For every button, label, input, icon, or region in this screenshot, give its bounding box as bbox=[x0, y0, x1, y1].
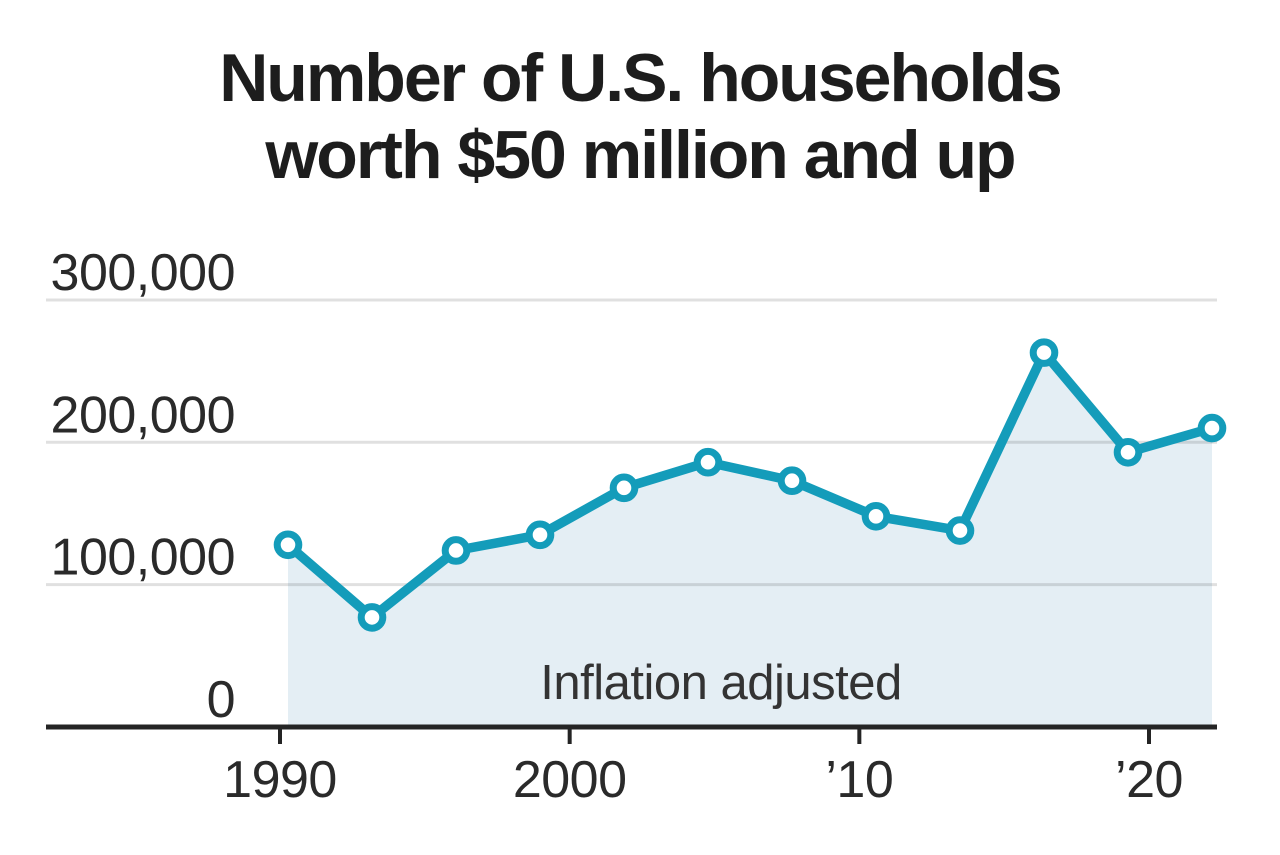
data-point-marker bbox=[777, 466, 807, 496]
data-point-marker bbox=[861, 502, 891, 531]
x-axis-label: ’10 bbox=[825, 751, 893, 809]
chart-title-line-1: Number of U.S. households bbox=[219, 40, 1063, 116]
data-line bbox=[283, 347, 1217, 623]
data-point-marker bbox=[1113, 437, 1143, 467]
data-point-marker bbox=[1029, 338, 1059, 367]
data-point-marker bbox=[273, 530, 303, 560]
y-axis-label: 100,000 bbox=[51, 529, 235, 587]
y-axis-label: 200,000 bbox=[51, 386, 235, 444]
x-axis-label: 1990 bbox=[223, 751, 337, 809]
data-point-marker bbox=[357, 603, 387, 632]
y-axis-label: 0 bbox=[207, 671, 235, 729]
chart-title-line-2: worth $50 million and up bbox=[265, 117, 1016, 193]
data-point-marker bbox=[525, 520, 555, 550]
area-fill bbox=[288, 352, 1212, 727]
data-point-marker bbox=[693, 447, 723, 477]
data-point-marker bbox=[1197, 413, 1227, 443]
data-point-marker bbox=[609, 473, 639, 503]
x-axis-label: 2000 bbox=[513, 751, 627, 809]
x-axis-label: ’20 bbox=[1115, 751, 1183, 809]
data-point-marker bbox=[945, 516, 975, 545]
chart-annotation: Inflation adjusted bbox=[540, 656, 902, 710]
y-axis-label: 300,000 bbox=[51, 244, 235, 302]
data-point-marker bbox=[441, 536, 471, 565]
chart-title: Number of U.S. households worth $50 mill… bbox=[0, 40, 1280, 194]
